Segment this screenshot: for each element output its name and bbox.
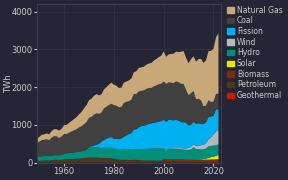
Legend: Natural Gas, Coal, Fission, Wind, Hydro, Solar, Biomass, Petroleum, Geothermal: Natural Gas, Coal, Fission, Wind, Hydro,… [227, 5, 283, 101]
Y-axis label: TWh: TWh [4, 74, 13, 93]
